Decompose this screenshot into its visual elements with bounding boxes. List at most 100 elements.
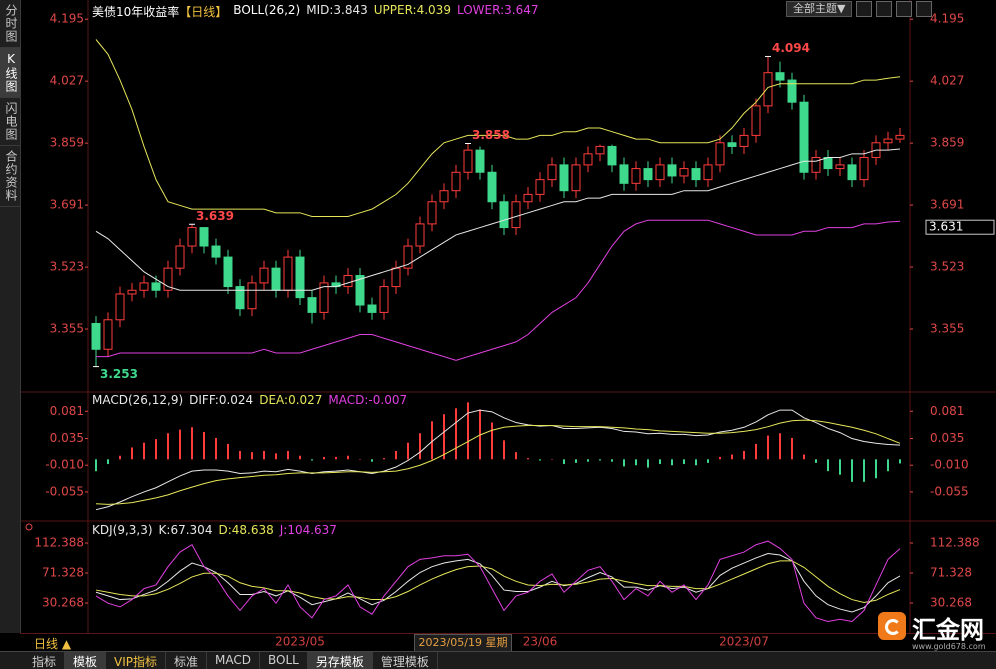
- candle-body: [643, 168, 653, 181]
- macd-bar: [611, 459, 613, 462]
- sidebar-tab[interactable]: 分时图: [0, 0, 20, 48]
- macd-bar: [347, 455, 349, 460]
- candle-body: [379, 286, 389, 313]
- tool-tab[interactable]: VIP指标: [106, 652, 167, 669]
- candle-body: [679, 168, 689, 177]
- indicator-line: [95, 409, 901, 511]
- candle-body: [91, 322, 101, 350]
- candle-body: [439, 190, 449, 203]
- x-tick-label: 2023/07: [719, 635, 769, 649]
- y-tick-label: 30.268: [42, 596, 84, 610]
- macd-bar: [779, 433, 781, 460]
- candle-body: [283, 256, 293, 291]
- tool-tab[interactable]: 标准: [166, 652, 208, 669]
- y-tick-label: 0.081: [50, 404, 84, 418]
- y-tick-label: 0.081: [930, 404, 964, 418]
- indicator-line: [95, 39, 901, 218]
- macd-bar: [671, 459, 673, 466]
- candle-body: [751, 105, 761, 136]
- candle-body: [307, 297, 317, 313]
- theme-select[interactable]: 全部主题▼: [786, 1, 853, 17]
- macd-bar: [755, 443, 757, 460]
- bottom-toolbar: 指标 模板 VIP指标 标准 MACD BOLL 另存模板 管理模板: [0, 651, 996, 669]
- candle-body: [655, 164, 665, 181]
- price-header: 美债10年收益率 【日线】 BOLL(26,2) MID:3.843 UPPER:4…: [92, 3, 538, 20]
- candle-body: [619, 164, 629, 184]
- y-tick-label: 3.691: [930, 198, 964, 212]
- y-tick-label: 71.328: [930, 566, 972, 580]
- period-button[interactable]: 日线 ▲: [34, 637, 72, 651]
- tool-tab[interactable]: MACD: [207, 652, 261, 669]
- macd-bar: [851, 459, 853, 482]
- tool-tab[interactable]: 管理模板: [373, 652, 438, 669]
- indicator: BOLL(26,2): [233, 3, 301, 17]
- candle-body: [199, 227, 209, 247]
- macd-bar: [107, 459, 109, 465]
- candle-body: [259, 267, 269, 284]
- macd-bar: [335, 456, 337, 460]
- macd-bar: [563, 459, 565, 465]
- macd-bar: [551, 459, 553, 460]
- macd-bar: [311, 459, 313, 461]
- icon-button[interactable]: [896, 1, 913, 17]
- icon-button[interactable]: [876, 1, 893, 17]
- sidebar-tab[interactable]: 闪电图: [0, 98, 20, 146]
- sidebar-tab[interactable]: 合约资料: [0, 146, 20, 207]
- macd-bar: [431, 421, 433, 460]
- legend-entry: MACD:-0.007: [328, 393, 408, 407]
- y-tick-label: -0.055: [930, 484, 969, 498]
- candle-body: [151, 282, 161, 291]
- icon-button[interactable]: [856, 1, 873, 17]
- y-tick-label: 0.035: [930, 431, 964, 445]
- macd-bar: [575, 459, 577, 463]
- candle-body: [775, 72, 785, 81]
- candle-body: [763, 72, 773, 107]
- macd-bar: [167, 433, 169, 460]
- macd-bar: [839, 459, 841, 475]
- candle-body: [175, 245, 185, 269]
- y-tick-label: -0.010: [930, 458, 969, 472]
- tool-tab[interactable]: 另存模板: [307, 652, 373, 669]
- sidebar: 分时图 K线图 闪电图 合约资料: [0, 0, 21, 633]
- macd-bar: [707, 459, 709, 463]
- indicator: KDJ(9,3,3): [92, 523, 153, 537]
- macd-bar: [647, 459, 649, 468]
- macd-bar: [539, 459, 541, 461]
- candle-body: [223, 256, 233, 288]
- candle-body: [115, 293, 125, 321]
- candle-body: [739, 134, 749, 147]
- legend-entry: MID:3.843: [306, 3, 368, 17]
- sidebar-tab[interactable]: K线图: [0, 48, 20, 98]
- candle-body: [883, 138, 893, 144]
- legend-entry: J:104.637: [279, 523, 337, 537]
- candle-body: [595, 145, 605, 155]
- candle-body: [703, 164, 713, 181]
- tool-tab[interactable]: 指标: [24, 652, 66, 669]
- indicator-line: [95, 560, 901, 603]
- macd-bar: [815, 459, 817, 463]
- macd-bar: [863, 459, 865, 482]
- macd-bar: [875, 459, 877, 479]
- macd-bar: [239, 450, 241, 460]
- macd-bar: [203, 432, 205, 460]
- tool-tab[interactable]: BOLL: [260, 652, 308, 669]
- y-tick-label: 30.268: [930, 596, 972, 610]
- x-tick-label: 2023/05: [275, 635, 325, 649]
- candle-body: [211, 245, 221, 258]
- legend-entry: UPPER:4.039: [373, 3, 451, 17]
- legend-entry: DEA:0.027: [259, 393, 323, 407]
- macd-bar: [899, 459, 901, 464]
- candle-body: [427, 201, 437, 225]
- annotation: 3.253: [100, 367, 138, 381]
- candle-body: [835, 164, 845, 170]
- candle-body: [139, 282, 149, 291]
- tool-tab[interactable]: 模板: [65, 652, 107, 669]
- macd-bar: [803, 454, 805, 460]
- icon-button[interactable]: [916, 1, 933, 17]
- macd-bar: [455, 408, 457, 460]
- annotation: 3.639: [196, 209, 234, 223]
- macd-bar: [587, 459, 589, 462]
- macd-bar: [479, 409, 481, 460]
- y-tick-label: -0.010: [45, 458, 84, 472]
- candle-body: [271, 267, 281, 291]
